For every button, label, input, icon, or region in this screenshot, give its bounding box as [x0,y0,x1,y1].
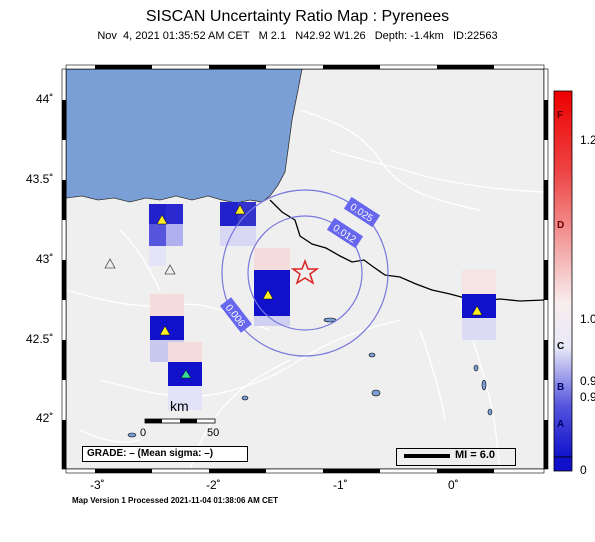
lat-label: 43˚ [36,252,54,266]
colorbar-value: 1.2 [580,133,595,147]
lon-label: -3˚ [90,478,105,492]
colorbar-zero-cell [553,456,573,472]
grade-letter: D [557,220,565,231]
lakes [127,317,493,438]
contour-rings [221,189,389,357]
map-title: SISCAN Uncertainty Ratio Map : Pyrenees [145,8,450,25]
lon-label: -2˚ [206,478,221,492]
lat-label: 44˚ [36,92,54,106]
lon-label: -1˚ [333,478,348,492]
colorbar-value: 0.9 [580,390,595,404]
colorbar-value: 1.0 [580,312,595,326]
epicenter-star [290,258,320,285]
lat-label: 42˚ [36,411,54,425]
scale-tick-0: 0 [140,427,147,439]
uncertainty-cells [149,202,496,410]
lon-label: 0˚ [448,478,459,492]
grade-letter: F [557,110,564,121]
scale-tick-50: 50 [207,427,220,439]
scale-bar [144,418,216,424]
map-frame [61,64,549,474]
sea-area [66,69,303,204]
lat-label: 43.5˚ [26,172,54,186]
scale-unit: km [170,398,189,414]
colorbar [553,90,573,458]
grade-letter: C [557,341,565,352]
lat-label: 42.5˚ [26,332,54,346]
event-info: Nov 4, 2021 01:35:52 AM CET M 2.1 N42.92… [97,30,498,42]
processing-footer: Map Version 1 Processed 2021-11-04 01:38… [72,496,279,505]
grade-letter: A [557,419,565,430]
stations [104,204,483,379]
grade-box: GRADE: – (Mean sigma: –) [82,446,248,462]
mi-legend-box [396,448,516,466]
grade-letter: B [557,382,565,393]
mi-legend-text: MI = 6.0 [455,449,496,461]
colorbar-value: 0.9 [580,374,595,388]
colorbar-value: 0 [580,463,587,477]
